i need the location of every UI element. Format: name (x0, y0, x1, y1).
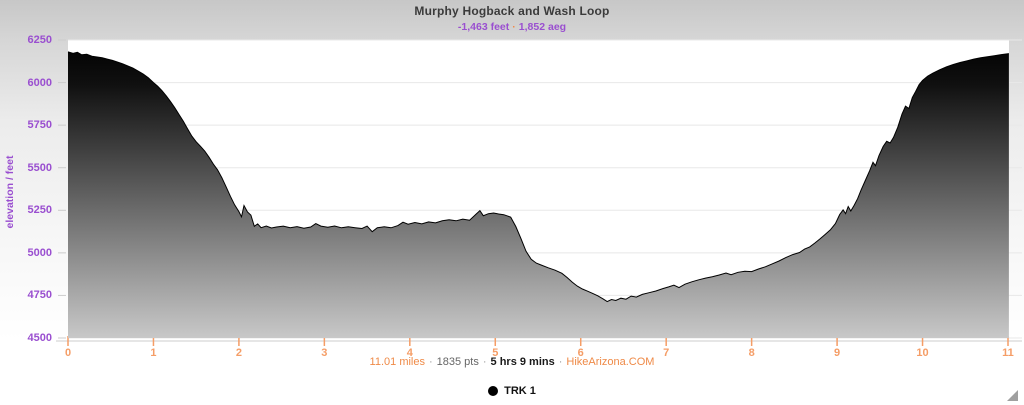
y-tick-label: 6250 (27, 34, 52, 46)
x-tick-label: 5 (492, 347, 499, 359)
chart-title: Murphy Hogback and Wash Loop (414, 4, 610, 18)
x-tick-label: 0 (64, 347, 72, 359)
brand-link[interactable]: HikeArizona.COM (566, 356, 655, 368)
x-tick-label: 8 (748, 347, 755, 359)
duration-value: 5 hrs 9 mins (490, 356, 555, 368)
chart-legend: TRK 1 (0, 385, 1024, 399)
resize-grip-icon[interactable] (1007, 390, 1018, 401)
y-tick-label: 5750 (27, 119, 52, 132)
x-tick-label: 2 (235, 347, 242, 359)
points-count: 1835 pts (436, 356, 479, 368)
y-tick-label: 5250 (27, 204, 52, 217)
legend-label: TRK 1 (504, 385, 536, 397)
x-tick-label: 6 (577, 347, 584, 359)
elevation-area (68, 51, 1009, 339)
x-tick-label: 4 (406, 347, 413, 359)
footer-separator: · (482, 356, 487, 368)
footer-stats: 11.01 miles · 1835 pts · 5 hrs 9 mins · HikeAr… (0, 356, 1024, 368)
legend-item-trk1[interactable]: TRK 1 (488, 385, 536, 397)
x-tick-label: 1 (150, 347, 157, 359)
y-tick-label: 6000 (27, 76, 52, 89)
footer-separator: · (558, 356, 563, 368)
aeg-value: 1,852 aeg (518, 21, 567, 33)
elevation-line (67, 51, 1009, 303)
distance-value: 11.01 miles (369, 356, 425, 368)
series-dot-icon (488, 386, 499, 396)
y-tick-label: 4500 (27, 332, 52, 344)
chart-subtitle: -1,463 feet · 1,852 aeg (0, 21, 1024, 33)
x-tick-label: 3 (321, 347, 328, 359)
x-tick-label: 7 (663, 347, 670, 359)
y-tick-label: 4750 (27, 289, 52, 302)
x-tick-label: 11 (1002, 347, 1014, 359)
x-tick-label: 9 (834, 347, 841, 359)
descent-value: -1,463 feet (457, 21, 510, 33)
x-tick-label: 10 (916, 347, 929, 359)
footer-separator: · (428, 356, 433, 368)
subtitle-separator: · (512, 21, 516, 33)
y-tick-label: 5000 (27, 246, 52, 259)
y-tick-label: 5500 (27, 161, 52, 174)
